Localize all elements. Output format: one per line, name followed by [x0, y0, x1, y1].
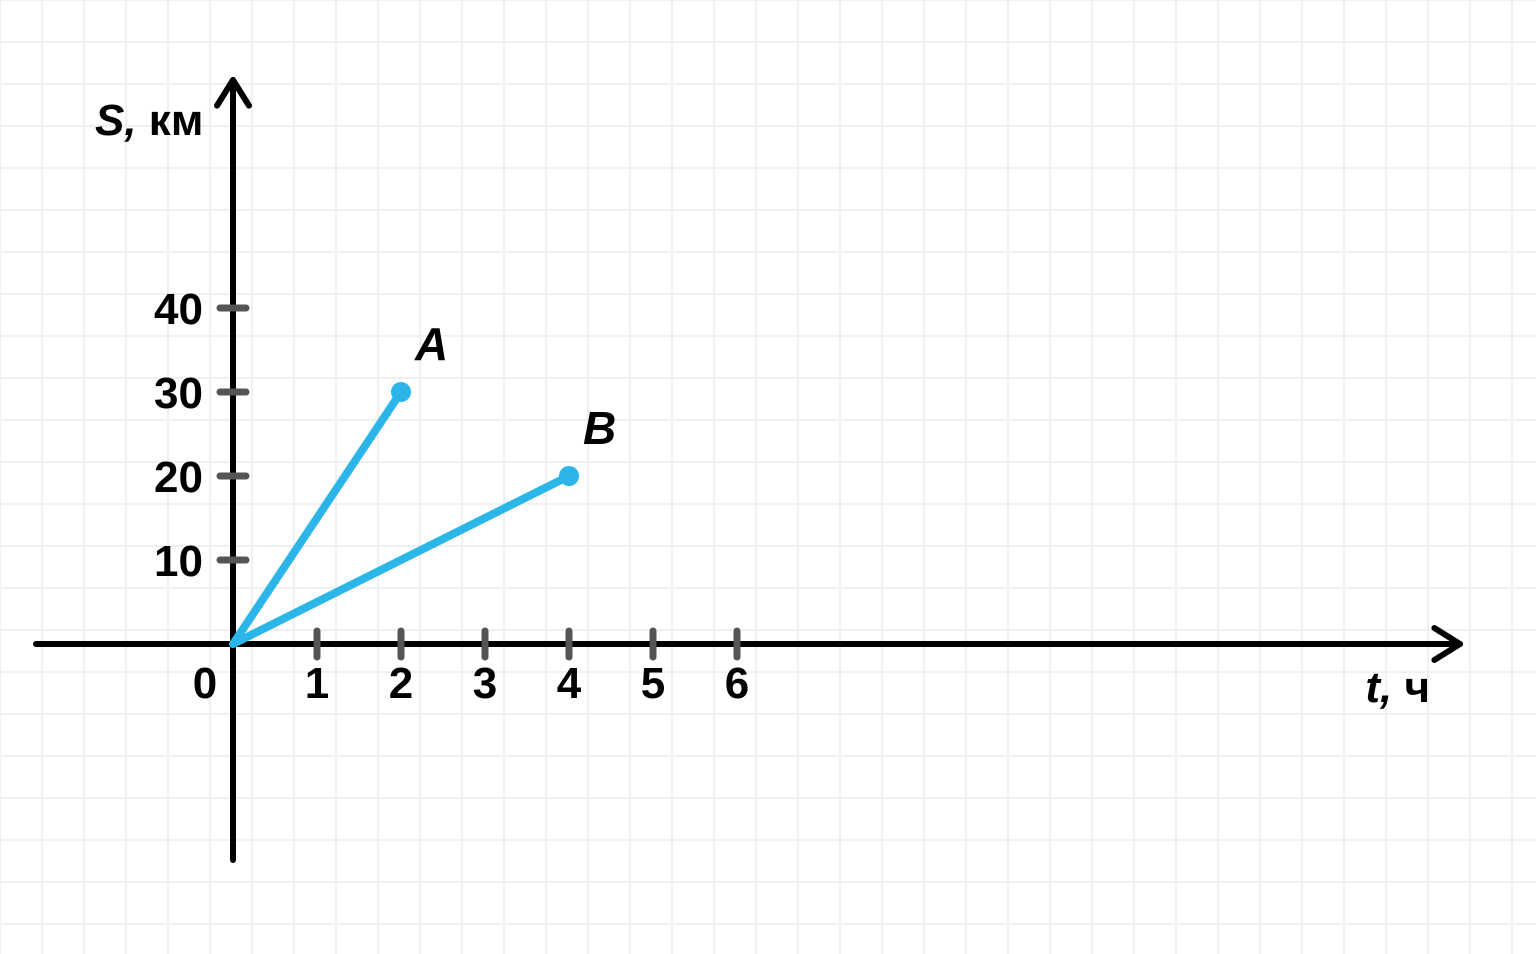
- y-tick-label: 40: [154, 285, 203, 334]
- y-tick-label: 30: [154, 369, 203, 418]
- x-tick-label: 6: [725, 659, 749, 708]
- series-label-B: B: [583, 402, 616, 454]
- x-tick-label: 4: [557, 659, 582, 708]
- x-axis-label: t, ч: [1365, 663, 1430, 712]
- distance-time-chart: 1 2 3 4 5 6 0 10 20 30 40 t, ч S, км A B: [0, 0, 1536, 954]
- y-tick-label: 20: [154, 453, 203, 502]
- y-tick-label: 10: [154, 537, 203, 586]
- origin-label: 0: [193, 659, 217, 708]
- x-tick-label: 2: [389, 659, 413, 708]
- x-tick-label: 1: [305, 659, 329, 708]
- x-tick-label: 3: [473, 659, 497, 708]
- series-label-A: A: [414, 318, 448, 370]
- x-tick-label: 5: [641, 659, 665, 708]
- y-axis-label: S, км: [95, 96, 203, 145]
- series-marker-A: [391, 382, 411, 402]
- series-marker-B: [559, 466, 579, 486]
